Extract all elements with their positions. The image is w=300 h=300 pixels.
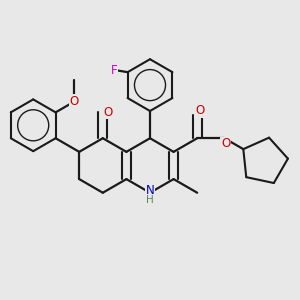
Text: F: F <box>111 64 117 77</box>
Text: N: N <box>146 184 154 197</box>
Text: H: H <box>146 196 154 206</box>
Text: O: O <box>70 95 79 108</box>
Text: O: O <box>104 106 113 119</box>
Text: O: O <box>221 137 230 150</box>
Text: O: O <box>195 104 204 117</box>
